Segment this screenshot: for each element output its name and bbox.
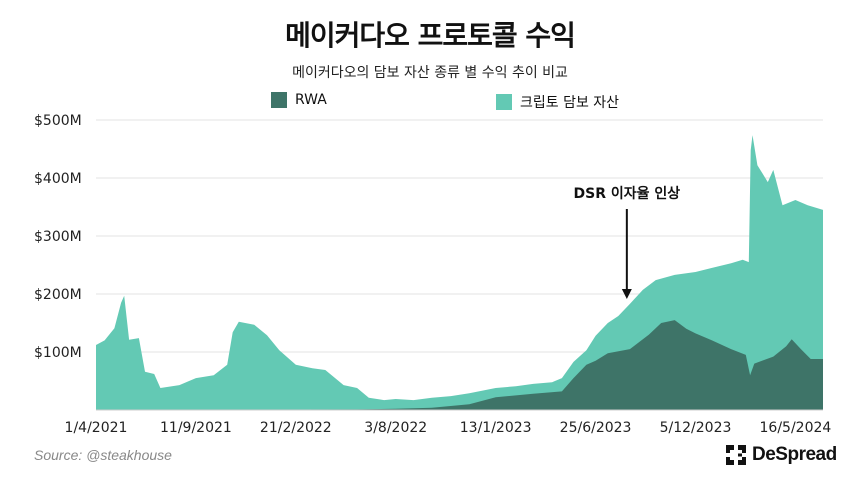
x-tick-label: 1/4/2021 [65, 420, 128, 436]
source-text: Source: @steakhouse [34, 447, 172, 463]
y-tick-label: $300M [34, 229, 82, 245]
x-tick-label: 16/5/2024 [760, 420, 832, 436]
y-tick-label: $200M [34, 287, 82, 303]
despread-logo: DeSpread [726, 444, 837, 466]
annotation-label: DSR 이자율 인상 [574, 185, 681, 202]
legend-swatch-rwa [271, 92, 287, 108]
x-tick-label: 21/2/2022 [260, 420, 332, 436]
despread-logo-icon [726, 445, 746, 465]
x-tick-label: 11/9/2021 [160, 420, 232, 436]
y-tick-label: $400M [34, 171, 82, 187]
logo-text: DeSpread [752, 444, 837, 465]
y-tick-label: $500M [34, 113, 82, 129]
area-series-rwa [96, 320, 823, 410]
y-tick-label: $100M [34, 345, 82, 361]
legend-item-crypto: 크립토 담보 자산 [496, 92, 619, 112]
legend-label-rwa: RWA [295, 92, 327, 108]
chart-subtitle: 메이커다오의 담보 자산 종류 별 수익 추이 비교 [292, 65, 568, 81]
x-tick-label: 25/6/2023 [560, 420, 632, 436]
legend-label-crypto: 크립토 담보 자산 [520, 95, 620, 111]
legend-swatch-crypto [496, 94, 512, 110]
x-tick-label: 13/1/2023 [460, 420, 532, 436]
legend-item-rwa: RWA [271, 92, 327, 108]
x-tick-label: 3/8/2022 [364, 420, 427, 436]
x-tick-label: 5/12/2023 [660, 420, 732, 436]
chart-title: 메이커다오 프로토콜 수익 [285, 19, 576, 52]
annotation-arrow-head [621, 289, 632, 299]
